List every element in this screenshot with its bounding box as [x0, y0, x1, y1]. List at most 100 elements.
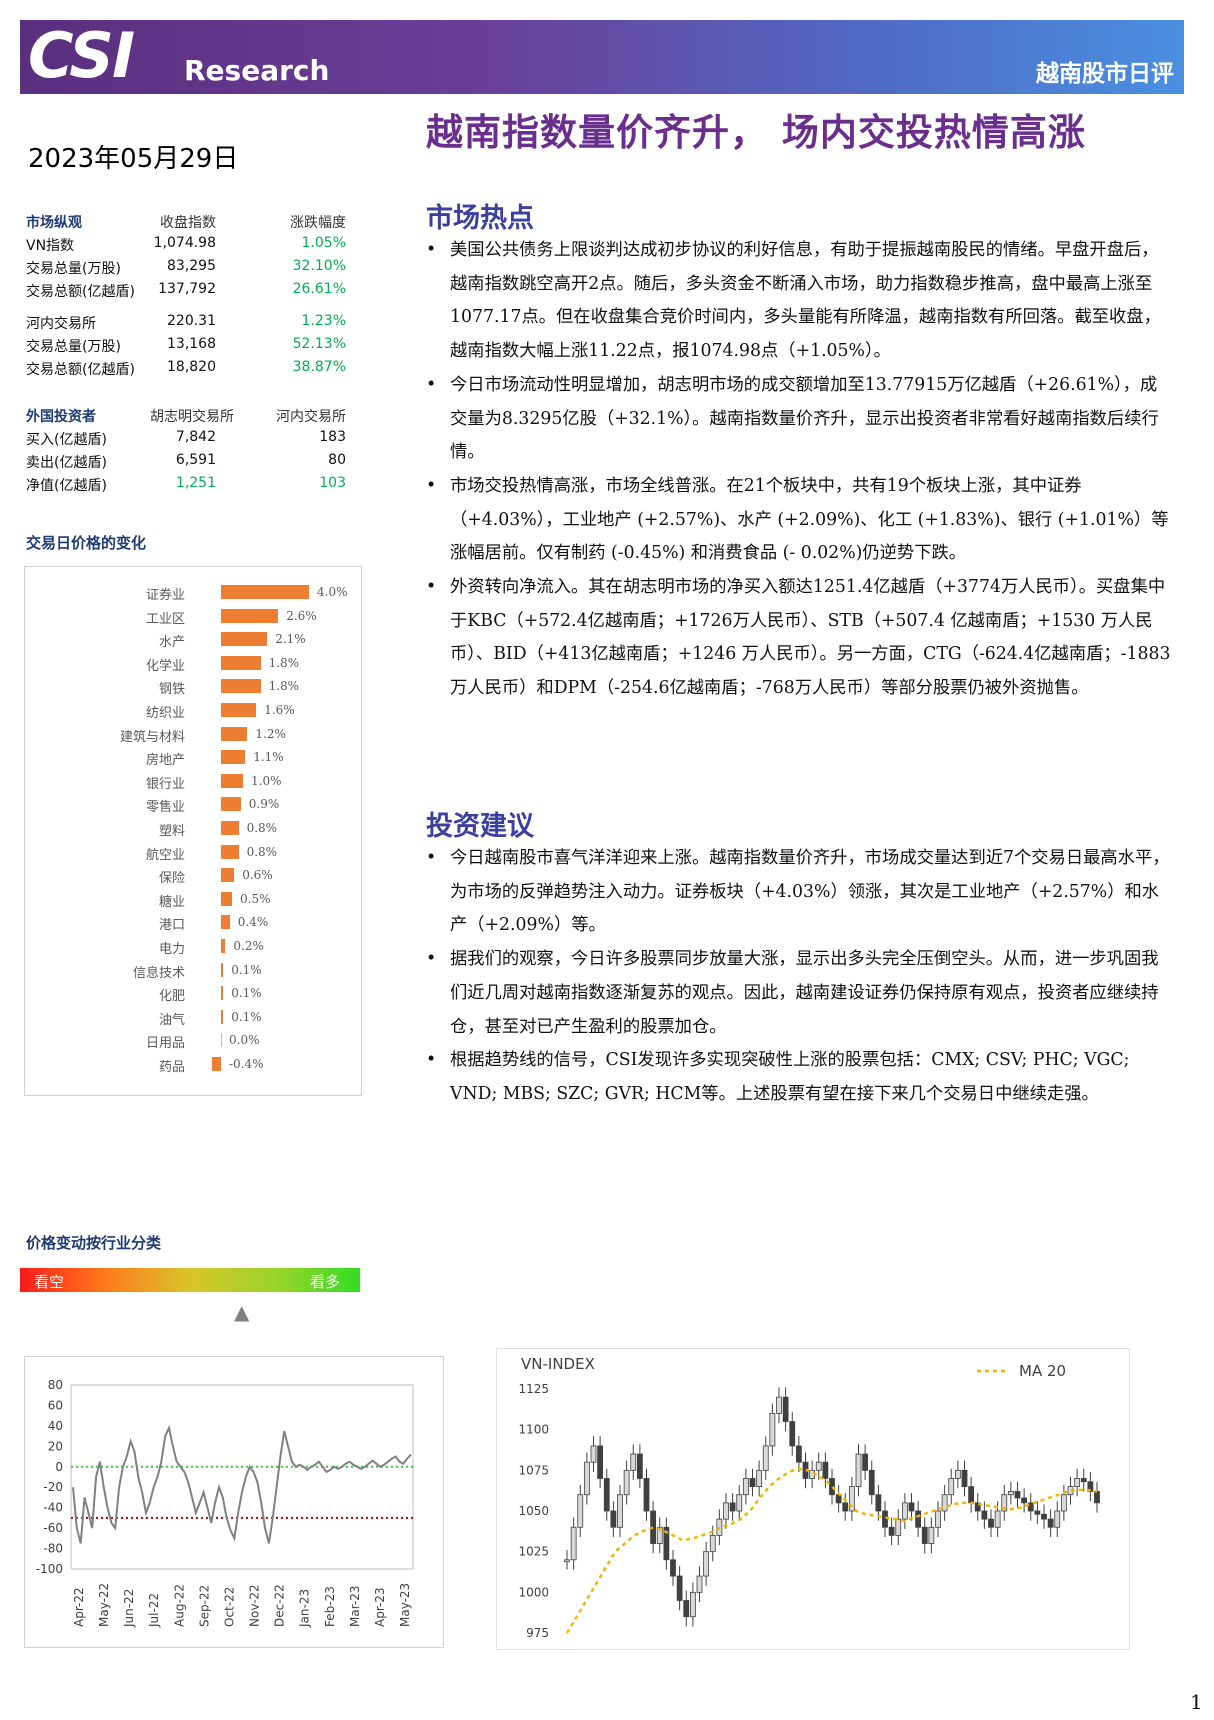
sector-bar — [221, 1033, 222, 1048]
table-row: 交易总额(亿越盾) 18,820 38.87% — [26, 359, 346, 381]
row-label: 交易总量(万股) — [26, 261, 121, 277]
list-item: 美国公共债务上限谈判达成初步协议的利好信息，有助于提振越南股民的情绪。早盘开盘后… — [426, 234, 1174, 369]
sector-bar — [212, 1057, 221, 1071]
sector-bar — [221, 939, 226, 953]
oscillator-chart: 80 60 40 20 0 -20 -40 -60 -80 -100 Apr-22 May-22 Jun… — [24, 1356, 444, 1648]
sector-bar — [221, 962, 224, 977]
x-tick-label: May-22 — [97, 1583, 111, 1627]
x-tick-label: Sep-22 — [197, 1585, 211, 1627]
sector-label: 证券业 — [145, 588, 185, 603]
candle-body — [875, 1494, 882, 1512]
candle-body — [1060, 1494, 1067, 1512]
y-tick-label: 40 — [48, 1419, 63, 1433]
candle-body — [564, 1559, 570, 1563]
candle-body — [623, 1469, 630, 1496]
sector-label: 建筑与材料 — [119, 729, 185, 745]
candle-body — [1007, 1491, 1014, 1496]
candle-body — [742, 1478, 749, 1496]
candle-body — [776, 1396, 782, 1414]
sector-value: 0.4% — [237, 915, 269, 930]
table-row: 交易总额(亿越盾) 137,792 26.61% — [26, 281, 346, 303]
row-change: 1.05% — [301, 235, 346, 251]
y-tick-label: 0 — [55, 1460, 63, 1474]
vn-title: VN-INDEX — [521, 1355, 595, 1373]
candle-body — [756, 1469, 763, 1488]
sector-bar — [221, 986, 224, 1001]
sector-label: 钢铁 — [158, 682, 185, 698]
sector-label: 港口 — [158, 918, 185, 934]
candle-body — [1021, 1497, 1028, 1504]
row-change: 1.23% — [301, 313, 346, 329]
sector-bar-chart: 证券业 4.0% 工业区 2.6% 水产 2.1% 化学业 1.8% 钢铁 1.8% 纺织业 1.6%… — [24, 566, 362, 1096]
sector-value: 0.9% — [248, 797, 280, 812]
x-tick-label: Aug-22 — [172, 1584, 186, 1627]
candle-body — [1080, 1478, 1087, 1483]
candle-body — [696, 1575, 703, 1593]
row-change: 38.87% — [292, 359, 346, 375]
market-overview-title: 市场纵观 — [26, 215, 82, 231]
list-item: 今日越南股市喜气洋洋迎来上涨。越南指数量价齐升，市场成交量达到近7个交易日最高水… — [426, 842, 1174, 943]
candle-body — [888, 1526, 895, 1536]
row-label: 河内交易所 — [26, 316, 96, 332]
sector-bar — [221, 585, 309, 599]
sector-bar — [221, 632, 268, 647]
candle-body — [908, 1502, 915, 1512]
sector-label: 油气 — [158, 1012, 185, 1028]
y-tick-label: 60 — [48, 1398, 63, 1412]
sector-value: 0.1% — [231, 986, 262, 1001]
candle-body — [974, 1502, 981, 1512]
candle-body — [848, 1486, 855, 1512]
sector-value: 0.8% — [246, 821, 278, 835]
sector-label: 水产 — [158, 635, 185, 651]
candle-body — [855, 1453, 862, 1487]
candle-body — [729, 1502, 736, 1512]
row-value: 220.31 — [167, 313, 216, 329]
x-tick-label: Jun-22 — [122, 1589, 136, 1628]
y-tick-label: 20 — [48, 1439, 63, 1453]
table-row: 交易总量(万股) 13,168 52.13% — [26, 336, 346, 358]
candle-body — [862, 1453, 869, 1471]
logo-research-text: Research — [184, 54, 330, 87]
sector-value: 0.5% — [240, 891, 271, 906]
sector-label: 银行业 — [145, 776, 185, 792]
row-label: 买入(亿越盾) — [26, 432, 107, 448]
row-hose: 1,251 — [175, 475, 216, 491]
sector-bar — [221, 608, 279, 623]
y-tick-label: 1125 — [518, 1382, 549, 1396]
table-row: 交易总量(万股) 83,295 32.10% — [26, 258, 346, 280]
list-item: 市场交投热情高涨，市场全线普涨。在21个板块中，共有19个板块上涨，其中证券（+… — [426, 470, 1174, 571]
y-tick-label: 1050 — [518, 1504, 549, 1518]
list-item: 今日市场流动性明显增加，胡志明市场的成交额增加至13.77915万亿越盾（+26… — [426, 369, 1174, 470]
x-tick-label: Nov-22 — [248, 1584, 262, 1627]
report-date: 2023年05月29日 — [28, 144, 239, 174]
x-tick-label: Dec-22 — [273, 1584, 287, 1627]
sector-label: 化肥 — [158, 989, 185, 1005]
oscillator-line — [72, 1424, 412, 1544]
row-label: 交易总额(亿越盾) — [26, 362, 135, 378]
sector-label: 日用品 — [145, 1036, 185, 1052]
sector-value: 0.8% — [246, 844, 278, 859]
report-type: 越南股市日评 — [1036, 61, 1174, 87]
candle-body — [842, 1502, 849, 1512]
plot-area — [70, 1384, 414, 1570]
y-tick-label: 1100 — [518, 1423, 549, 1437]
sector-value: 0.1% — [231, 1009, 262, 1024]
sentiment-title: 价格变动按行业分类 — [26, 1234, 162, 1252]
sector-label: 糖业 — [158, 894, 185, 910]
oscillator-svg: 80 60 40 20 0 -20 -40 -60 -80 -100 Apr-22 May-22 Jun… — [36, 1378, 414, 1628]
candle-body — [815, 1461, 822, 1471]
advice-title: 投资建议 — [426, 811, 534, 842]
sector-bar — [221, 750, 246, 765]
sector-value: -0.4% — [229, 1057, 264, 1071]
legend-label: MA 20 — [1019, 1362, 1066, 1380]
sector-value: 0.0% — [229, 1033, 260, 1048]
y-tick-label: -100 — [36, 1562, 63, 1576]
row-change: 52.13% — [292, 336, 346, 352]
sector-bar — [221, 868, 235, 883]
sector-value: 0.2% — [233, 939, 264, 953]
col-close-header: 收盘指数 — [160, 215, 216, 231]
candle-body — [1014, 1491, 1021, 1499]
row-hnx: 103 — [319, 475, 346, 491]
candle-body — [703, 1551, 710, 1577]
sector-label: 纺织业 — [145, 706, 185, 721]
